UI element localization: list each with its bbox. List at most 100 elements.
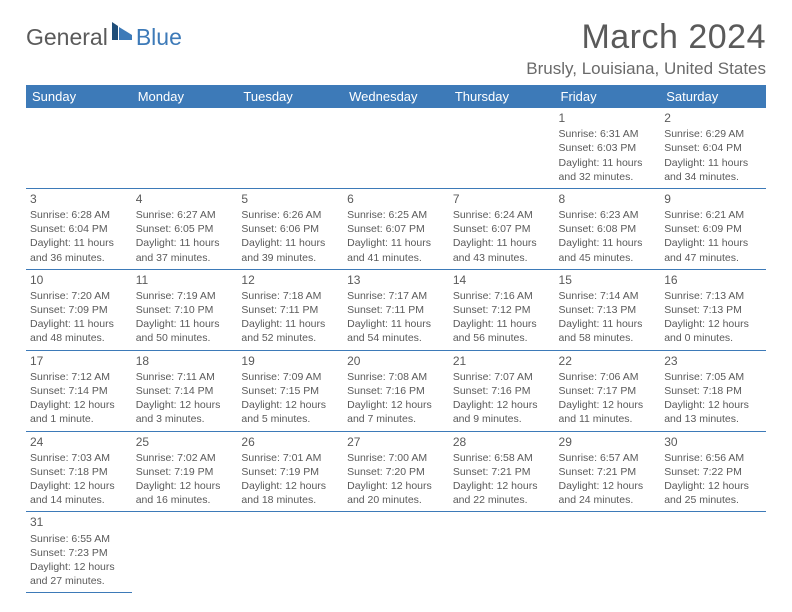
calendar-cell <box>555 512 661 593</box>
cell-line-d2: and 13 minutes. <box>664 412 762 426</box>
calendar-cell: 26Sunrise: 7:01 AMSunset: 7:19 PMDayligh… <box>237 431 343 512</box>
day-number: 30 <box>664 434 762 450</box>
cell-line-sr: Sunrise: 7:09 AM <box>241 370 339 384</box>
day-header-row: SundayMondayTuesdayWednesdayThursdayFrid… <box>26 85 766 108</box>
calendar-cell: 21Sunrise: 7:07 AMSunset: 7:16 PMDayligh… <box>449 350 555 431</box>
calendar-week: 1Sunrise: 6:31 AMSunset: 6:03 PMDaylight… <box>26 108 766 188</box>
cell-line-sr: Sunrise: 7:14 AM <box>559 289 657 303</box>
cell-line-d1: Daylight: 11 hours <box>30 236 128 250</box>
day-number: 15 <box>559 272 657 288</box>
day-number: 21 <box>453 353 551 369</box>
cell-line-d1: Daylight: 11 hours <box>664 156 762 170</box>
calendar-cell: 3Sunrise: 6:28 AMSunset: 6:04 PMDaylight… <box>26 188 132 269</box>
title-block: March 2024 Brusly, Louisiana, United Sta… <box>526 18 766 79</box>
day-number: 18 <box>136 353 234 369</box>
calendar-cell <box>449 108 555 188</box>
cell-line-d2: and 22 minutes. <box>453 493 551 507</box>
cell-line-sr: Sunrise: 7:02 AM <box>136 451 234 465</box>
cell-line-sr: Sunrise: 7:19 AM <box>136 289 234 303</box>
cell-line-d1: Daylight: 12 hours <box>664 398 762 412</box>
header: General Blue March 2024 Brusly, Louisian… <box>26 18 766 79</box>
cell-line-sr: Sunrise: 6:27 AM <box>136 208 234 222</box>
calendar-cell <box>237 512 343 593</box>
cell-line-d1: Daylight: 11 hours <box>241 317 339 331</box>
cell-line-sr: Sunrise: 6:58 AM <box>453 451 551 465</box>
calendar-cell: 16Sunrise: 7:13 AMSunset: 7:13 PMDayligh… <box>660 269 766 350</box>
cell-line-d1: Daylight: 11 hours <box>559 236 657 250</box>
cell-line-d2: and 37 minutes. <box>136 251 234 265</box>
calendar-cell: 24Sunrise: 7:03 AMSunset: 7:18 PMDayligh… <box>26 431 132 512</box>
day-header: Friday <box>555 85 661 108</box>
calendar-cell: 30Sunrise: 6:56 AMSunset: 7:22 PMDayligh… <box>660 431 766 512</box>
cell-line-sr: Sunrise: 7:08 AM <box>347 370 445 384</box>
cell-line-ss: Sunset: 7:13 PM <box>559 303 657 317</box>
cell-line-d1: Daylight: 11 hours <box>136 317 234 331</box>
calendar-cell: 9Sunrise: 6:21 AMSunset: 6:09 PMDaylight… <box>660 188 766 269</box>
cell-line-d1: Daylight: 12 hours <box>453 398 551 412</box>
cell-line-d2: and 24 minutes. <box>559 493 657 507</box>
cell-line-d1: Daylight: 11 hours <box>347 317 445 331</box>
cell-line-ss: Sunset: 7:10 PM <box>136 303 234 317</box>
cell-line-ss: Sunset: 7:11 PM <box>241 303 339 317</box>
calendar-cell: 10Sunrise: 7:20 AMSunset: 7:09 PMDayligh… <box>26 269 132 350</box>
cell-line-ss: Sunset: 6:06 PM <box>241 222 339 236</box>
cell-line-sr: Sunrise: 6:56 AM <box>664 451 762 465</box>
calendar-cell: 28Sunrise: 6:58 AMSunset: 7:21 PMDayligh… <box>449 431 555 512</box>
cell-line-d2: and 39 minutes. <box>241 251 339 265</box>
cell-line-ss: Sunset: 7:21 PM <box>453 465 551 479</box>
cell-line-d1: Daylight: 12 hours <box>347 398 445 412</box>
day-number: 25 <box>136 434 234 450</box>
cell-line-d2: and 0 minutes. <box>664 331 762 345</box>
cell-line-d2: and 7 minutes. <box>347 412 445 426</box>
calendar-week: 10Sunrise: 7:20 AMSunset: 7:09 PMDayligh… <box>26 269 766 350</box>
calendar-table: SundayMondayTuesdayWednesdayThursdayFrid… <box>26 85 766 593</box>
day-number: 28 <box>453 434 551 450</box>
cell-line-d1: Daylight: 12 hours <box>30 398 128 412</box>
cell-line-d1: Daylight: 11 hours <box>136 236 234 250</box>
day-number: 27 <box>347 434 445 450</box>
cell-line-sr: Sunrise: 7:06 AM <box>559 370 657 384</box>
day-number: 9 <box>664 191 762 207</box>
day-number: 5 <box>241 191 339 207</box>
cell-line-d2: and 36 minutes. <box>30 251 128 265</box>
cell-line-d2: and 11 minutes. <box>559 412 657 426</box>
calendar-cell: 22Sunrise: 7:06 AMSunset: 7:17 PMDayligh… <box>555 350 661 431</box>
cell-line-d1: Daylight: 11 hours <box>559 156 657 170</box>
cell-line-sr: Sunrise: 7:05 AM <box>664 370 762 384</box>
cell-line-d1: Daylight: 12 hours <box>453 479 551 493</box>
cell-line-d1: Daylight: 12 hours <box>347 479 445 493</box>
calendar-cell: 7Sunrise: 6:24 AMSunset: 6:07 PMDaylight… <box>449 188 555 269</box>
calendar-cell: 8Sunrise: 6:23 AMSunset: 6:08 PMDaylight… <box>555 188 661 269</box>
cell-line-d2: and 43 minutes. <box>453 251 551 265</box>
cell-line-sr: Sunrise: 7:07 AM <box>453 370 551 384</box>
day-number: 17 <box>30 353 128 369</box>
cell-line-ss: Sunset: 6:08 PM <box>559 222 657 236</box>
cell-line-ss: Sunset: 7:11 PM <box>347 303 445 317</box>
calendar-cell: 11Sunrise: 7:19 AMSunset: 7:10 PMDayligh… <box>132 269 238 350</box>
logo-text-blue: Blue <box>136 24 182 51</box>
logo-text-general: General <box>26 24 108 51</box>
cell-line-ss: Sunset: 7:22 PM <box>664 465 762 479</box>
cell-line-sr: Sunrise: 7:00 AM <box>347 451 445 465</box>
cell-line-sr: Sunrise: 6:21 AM <box>664 208 762 222</box>
calendar-cell <box>660 512 766 593</box>
cell-line-ss: Sunset: 6:07 PM <box>453 222 551 236</box>
cell-line-ss: Sunset: 6:04 PM <box>30 222 128 236</box>
cell-line-d2: and 20 minutes. <box>347 493 445 507</box>
cell-line-ss: Sunset: 7:14 PM <box>30 384 128 398</box>
day-number: 11 <box>136 272 234 288</box>
calendar-cell: 17Sunrise: 7:12 AMSunset: 7:14 PMDayligh… <box>26 350 132 431</box>
calendar-week: 17Sunrise: 7:12 AMSunset: 7:14 PMDayligh… <box>26 350 766 431</box>
day-number: 3 <box>30 191 128 207</box>
cell-line-d1: Daylight: 11 hours <box>241 236 339 250</box>
calendar-cell: 13Sunrise: 7:17 AMSunset: 7:11 PMDayligh… <box>343 269 449 350</box>
cell-line-ss: Sunset: 7:23 PM <box>30 546 128 560</box>
calendar-cell: 15Sunrise: 7:14 AMSunset: 7:13 PMDayligh… <box>555 269 661 350</box>
calendar-cell: 12Sunrise: 7:18 AMSunset: 7:11 PMDayligh… <box>237 269 343 350</box>
cell-line-ss: Sunset: 7:16 PM <box>347 384 445 398</box>
cell-line-d1: Daylight: 12 hours <box>136 479 234 493</box>
cell-line-ss: Sunset: 7:21 PM <box>559 465 657 479</box>
cell-line-d2: and 32 minutes. <box>559 170 657 184</box>
day-number: 22 <box>559 353 657 369</box>
cell-line-sr: Sunrise: 7:01 AM <box>241 451 339 465</box>
